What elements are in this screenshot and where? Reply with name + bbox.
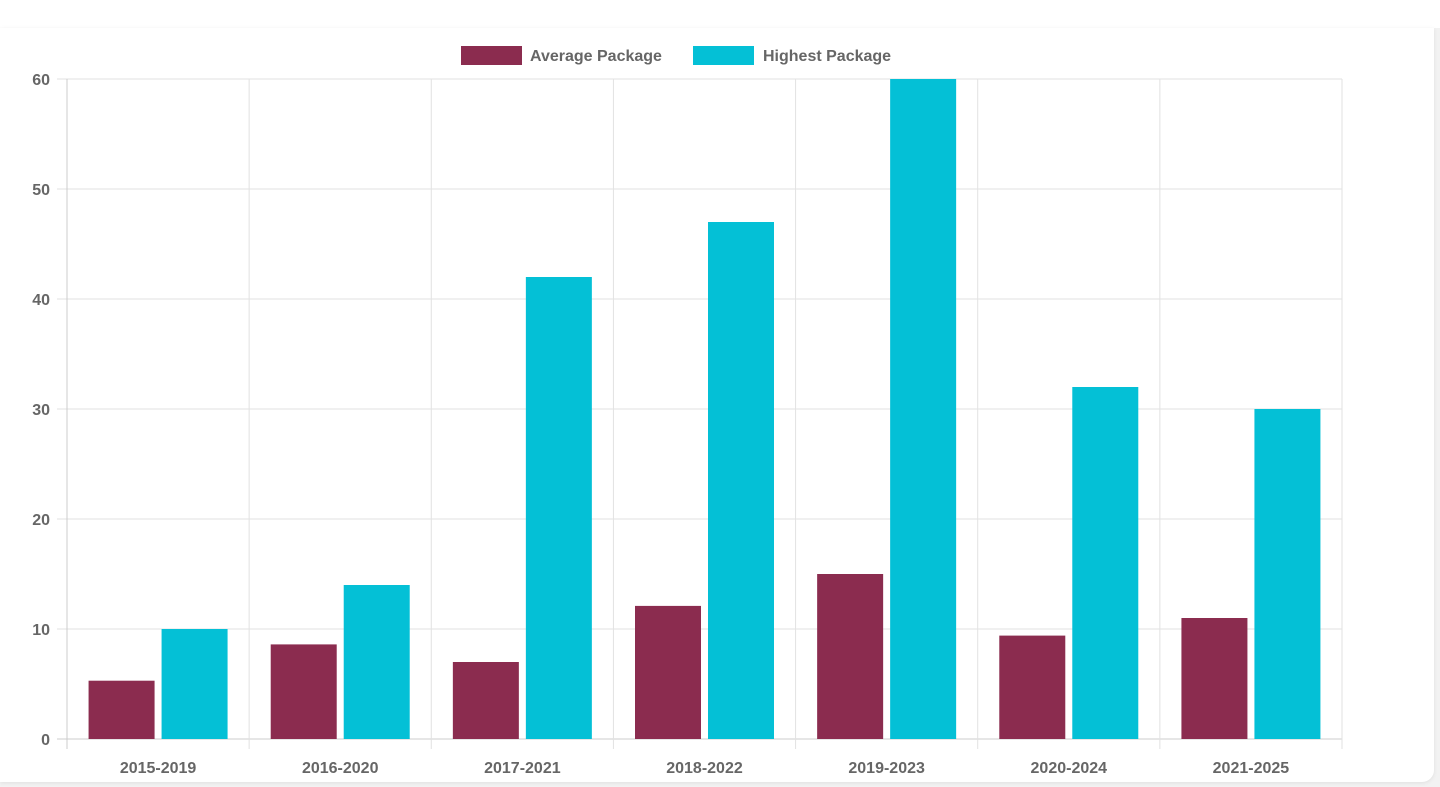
x-tick-label: 2016-2020	[302, 760, 379, 777]
bar-average-package[interactable]	[635, 605, 701, 739]
bar-average-package[interactable]	[999, 635, 1066, 739]
bar-highest-package[interactable]	[161, 629, 228, 739]
bar-highest-package[interactable]	[890, 79, 957, 739]
bar-highest-package[interactable]	[1072, 387, 1139, 739]
bar-average-package[interactable]	[817, 574, 884, 739]
legend-swatch-highest-package[interactable]	[693, 46, 754, 65]
bar-average-package[interactable]	[270, 644, 337, 739]
legend-swatch-average-package[interactable]	[461, 46, 522, 65]
y-tick-label: 40	[32, 292, 50, 309]
x-tick-label: 2019-2023	[848, 760, 925, 777]
x-tick-label: 2018-2022	[666, 760, 743, 777]
y-tick-label: 60	[32, 72, 50, 89]
y-tick-label: 10	[32, 622, 50, 639]
y-tick-label: 30	[32, 402, 50, 419]
y-tick-label: 0	[41, 732, 50, 749]
y-tick-label: 20	[32, 512, 50, 529]
bar-highest-package[interactable]	[708, 222, 774, 739]
bar-highest-package[interactable]	[525, 277, 592, 739]
y-tick-label: 50	[32, 182, 50, 199]
legend-label-average-package[interactable]: Average Package	[530, 48, 662, 65]
bar-average-package[interactable]	[1181, 618, 1248, 739]
bar-average-package[interactable]	[452, 662, 519, 739]
x-tick-label: 2015-2019	[120, 760, 197, 777]
bars	[88, 79, 1321, 739]
x-tick-label: 2017-2021	[484, 760, 561, 777]
bar-highest-package[interactable]	[343, 585, 410, 739]
legend-label-highest-package[interactable]: Highest Package	[763, 48, 891, 65]
x-tick-label: 2020-2024	[1031, 760, 1108, 777]
axes: 0 10 20 30 40 50 60 2015-2019 2016-2020 2017-2021…	[32, 72, 1289, 777]
bar-average-package[interactable]	[88, 680, 155, 739]
x-tick-label: 2021-2025	[1213, 760, 1290, 777]
legend: Average Package Highest Package	[461, 46, 891, 65]
bar-highest-package[interactable]	[1254, 409, 1321, 739]
page-background-top	[0, 0, 1440, 28]
